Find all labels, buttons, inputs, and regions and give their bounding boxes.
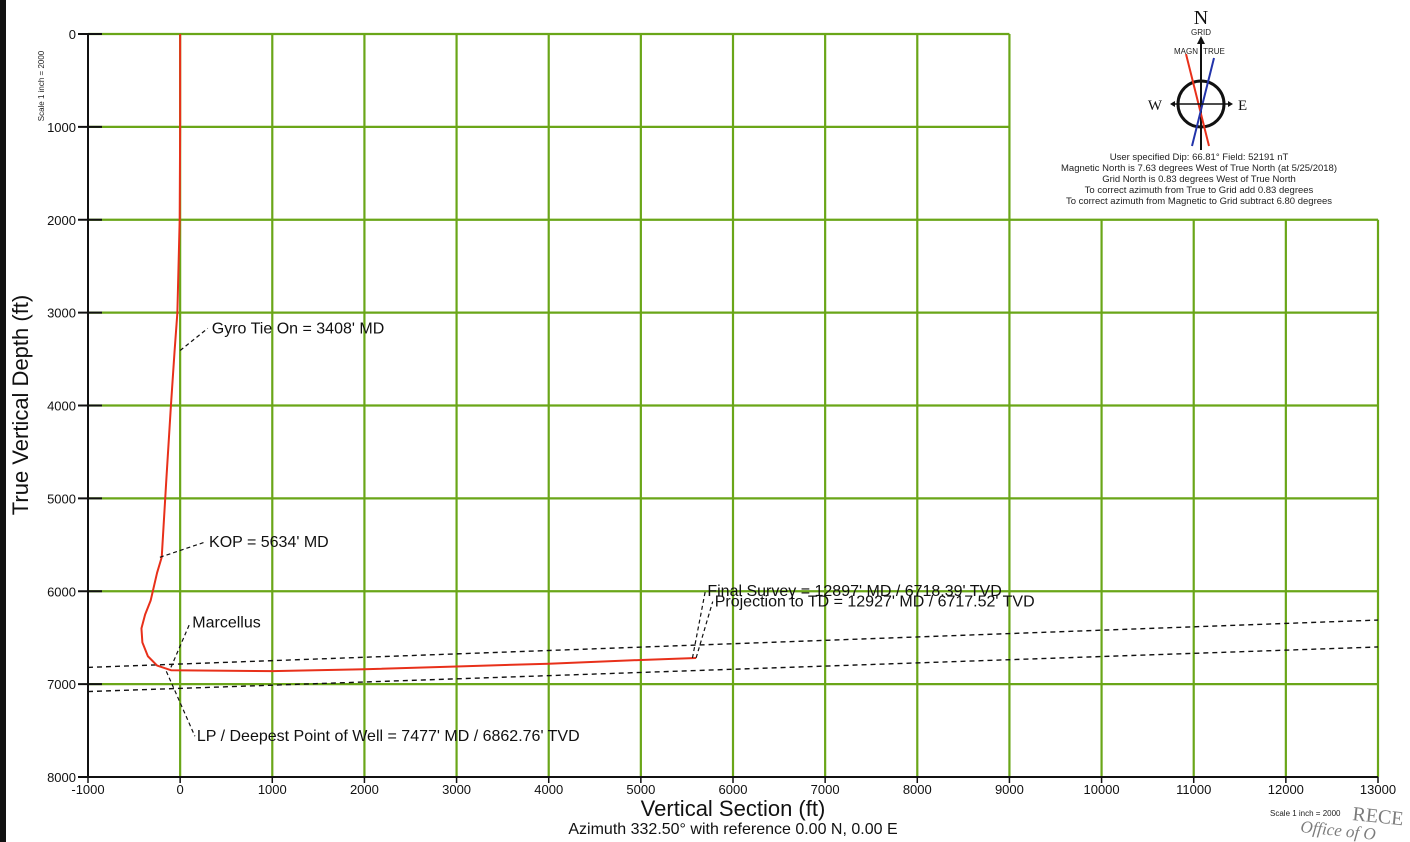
x-tick-label: 13000 [1360, 782, 1396, 797]
mag-tag: MAGN [1174, 47, 1198, 56]
x-tick-label: 2000 [350, 782, 379, 797]
x-tick-label: 4000 [534, 782, 563, 797]
magnetic-north-line [1185, 53, 1210, 147]
x-tick-label: 9000 [995, 782, 1024, 797]
wellpath-series [140, 34, 697, 673]
x-tick-label: 1000 [258, 782, 287, 797]
compass-note-1: User specified Dip: 66.81° Field: 52191 … [1110, 152, 1289, 163]
grid-lines [88, 32, 1380, 777]
y-tick-label: 8000 [47, 770, 76, 785]
x-tick-label: 3000 [442, 782, 471, 797]
annotation-leader [159, 541, 206, 558]
y-axis-title: True Vertical Depth (ft) [8, 295, 33, 515]
annotation-leader [170, 622, 191, 668]
annotations: Gyro Tie On = 3408' MD KOP = 5634' MD Marc… [159, 320, 1035, 745]
compass-note-3: Grid North is 0.83 degrees West of True … [1102, 174, 1296, 185]
y-tick-label: 2000 [47, 213, 76, 228]
x-tick-label: -1000 [71, 782, 104, 797]
y-tick-labels: 0 1000 2000 3000 4000 5000 6000 7000 8000 [47, 27, 76, 785]
x-tick-label: 7000 [811, 782, 840, 797]
true-north-line [1191, 57, 1215, 147]
axes [78, 33, 1379, 783]
north-arrow-compass: N GRID MAGN TRUE W E User specified Dip:… [1061, 7, 1337, 207]
x-tick-label: 5000 [626, 782, 655, 797]
y-tick-label: 6000 [47, 584, 76, 599]
x-tick-label: 10000 [1083, 782, 1119, 797]
annotation-label: Final Survey = 12897' MD / 6718.39' TVD [707, 583, 1001, 600]
y-tick-label: 5000 [47, 491, 76, 506]
annotation-label: Gyro Tie On = 3408' MD [212, 320, 384, 337]
x-axis-title: Vertical Section (ft) [641, 796, 826, 821]
compass-note-4: To correct azimuth from True to Grid add… [1085, 185, 1314, 196]
annotation-label: KOP = 5634' MD [209, 534, 329, 551]
east-label: E [1238, 98, 1247, 114]
annotation-leader [179, 327, 209, 351]
stamp-line-1: RECE [1351, 803, 1404, 830]
north-arrowhead-icon [1197, 36, 1205, 44]
annotation-label: Projection to TD = 12927' MD / 6717.52' … [715, 594, 1035, 611]
y-tick-label: 4000 [47, 399, 76, 414]
formation-line [87, 646, 1379, 693]
compass-note-2: Magnetic North is 7.63 degrees West of T… [1061, 163, 1337, 174]
annotation-leader [165, 671, 196, 737]
y-tick-label: 0 [69, 27, 76, 42]
north-label: N [1194, 7, 1208, 29]
formation-lines [87, 619, 1379, 693]
grid-label: GRID [1191, 28, 1211, 37]
page-border [0, 0, 6, 842]
x-scale-note: Scale 1 inch = 2000 [1270, 809, 1341, 818]
x-tick-label: 8000 [903, 782, 932, 797]
east-arrowhead-icon [1228, 101, 1233, 107]
annotation-leader [691, 590, 706, 659]
west-label: W [1148, 98, 1163, 114]
compass-note-5: To correct azimuth from Magnetic to Grid… [1066, 196, 1332, 207]
annotation-label: Marcellus [192, 614, 260, 631]
x-tick-label: 12000 [1268, 782, 1304, 797]
x-tick-label: 6000 [719, 782, 748, 797]
y-tick-label: 1000 [47, 120, 76, 135]
true-tag: TRUE [1203, 47, 1225, 56]
x-tick-label: 11000 [1176, 782, 1211, 797]
annotation-leader [695, 601, 714, 659]
x-tick-label: 0 [177, 782, 184, 797]
y-tick-label: 3000 [47, 306, 76, 321]
azimuth-subtitle: Azimuth 332.50° with reference 0.00 N, 0… [568, 821, 897, 838]
y-tick-label: 7000 [47, 677, 76, 692]
formation-line [87, 619, 1379, 669]
annotation-label: LP / Deepest Point of Well = 7477' MD / … [197, 728, 580, 745]
y-scale-note: Scale 1 inch = 2000 [37, 50, 46, 121]
x-tick-labels: -1000 0 1000 2000 3000 4000 5000 6000 7000 8000 90… [71, 782, 1396, 797]
west-arrowhead-icon [1170, 101, 1175, 107]
wellpath-line [140, 34, 697, 673]
